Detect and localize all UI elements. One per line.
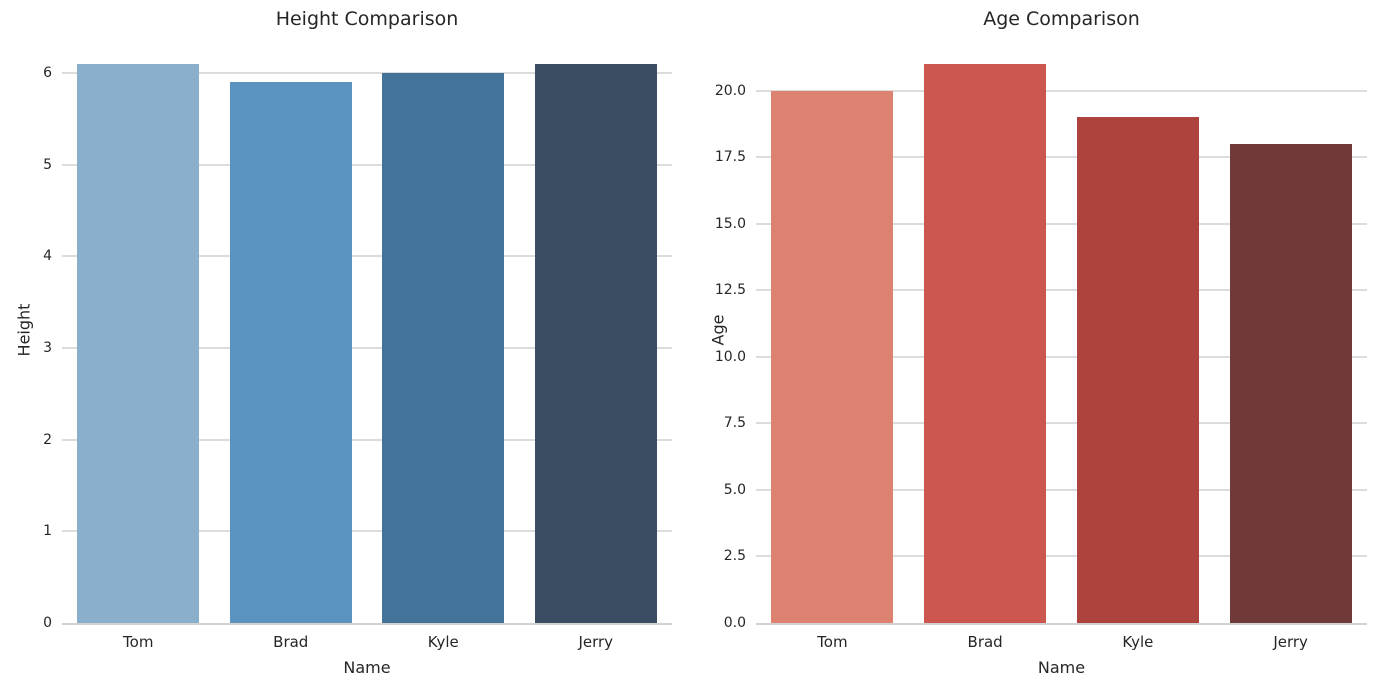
chart-title: Height Comparison xyxy=(275,8,459,30)
bar-tom xyxy=(77,63,200,623)
x-tick-label: Brad xyxy=(273,633,309,651)
subplot-age-comparison: Age Comparison Age 0.0 2.5 5.0 7.5 10.0 12.5 1… xyxy=(694,0,1389,690)
y-axis-label: Age xyxy=(708,314,728,346)
x-tick-label: Brad xyxy=(967,633,1003,651)
bar-kyle xyxy=(1076,117,1199,623)
gridline xyxy=(756,89,1367,92)
y-tick-label: 4 xyxy=(43,248,52,265)
x-tick-label: Kyle xyxy=(1122,633,1154,651)
y-tick-label: 10.0 xyxy=(714,348,746,365)
y-tick-label: 0 xyxy=(43,615,52,631)
y-tick-label: 7.5 xyxy=(723,415,746,432)
x-tick-label: Jerry xyxy=(578,633,614,651)
plot-area: 0 1 2 3 4 5 6 Tom Brad Kyle Jerry xyxy=(43,36,672,651)
bar-kyle xyxy=(382,73,505,623)
bar-jerry xyxy=(534,63,657,623)
x-axis-label: Name xyxy=(1037,658,1086,677)
y-tick-label: 2.5 xyxy=(723,548,746,565)
y-tick-label: 5 xyxy=(43,156,52,173)
y-tick-label: 2 xyxy=(43,431,52,448)
y-tick-label: 1 xyxy=(43,523,52,540)
y-tick-label: 17.5 xyxy=(714,149,746,166)
subplot-height-comparison: Height Comparison Height 0 1 2 3 4 5 6 Tom Brad K… xyxy=(0,0,694,690)
gridline xyxy=(62,438,672,441)
gridline xyxy=(62,347,672,350)
gridline xyxy=(62,530,672,533)
gridline xyxy=(756,289,1367,292)
y-tick-label: 12.5 xyxy=(714,282,746,299)
gridline xyxy=(62,255,672,258)
plot-area: 0.0 2.5 5.0 7.5 10.0 12.5 15.0 17.5 20.0 Tom Brad K… xyxy=(715,36,1367,651)
gridline xyxy=(756,555,1367,558)
chart-title: Age Comparison xyxy=(983,8,1140,30)
gridline xyxy=(756,488,1367,491)
gridline xyxy=(756,156,1367,159)
y-tick-label: 20.0 xyxy=(714,82,746,99)
bar-brad xyxy=(229,82,352,623)
gridline xyxy=(62,163,672,166)
y-tick-label: 5.0 xyxy=(723,481,746,498)
y-tick-label: 6 xyxy=(43,65,52,82)
gridline xyxy=(756,422,1367,425)
x-tick-label: Jerry xyxy=(1273,633,1308,651)
y-tick-label: 0.0 xyxy=(723,615,746,631)
bar-jerry xyxy=(1229,143,1352,623)
x-tick-label: Tom xyxy=(123,633,154,651)
x-axis-label: Name xyxy=(343,658,391,677)
y-tick-label: 3 xyxy=(43,340,52,357)
bar-tom xyxy=(771,90,894,623)
gridline xyxy=(756,222,1367,225)
x-tick-label: Tom xyxy=(817,633,848,651)
gridline xyxy=(62,72,672,75)
gridline xyxy=(756,355,1367,358)
y-tick-label: 15.0 xyxy=(714,215,746,232)
bar-brad xyxy=(924,63,1047,623)
x-tick-label: Kyle xyxy=(427,633,459,651)
